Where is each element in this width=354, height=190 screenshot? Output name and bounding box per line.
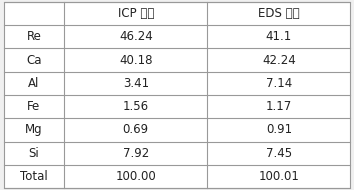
Text: Ca: Ca bbox=[26, 54, 42, 66]
Text: Al: Al bbox=[28, 77, 40, 90]
Text: 40.18: 40.18 bbox=[119, 54, 153, 66]
Text: 42.24: 42.24 bbox=[262, 54, 296, 66]
Text: 0.69: 0.69 bbox=[123, 124, 149, 136]
Text: Re: Re bbox=[27, 30, 41, 43]
Text: 1.17: 1.17 bbox=[266, 100, 292, 113]
Text: Fe: Fe bbox=[27, 100, 40, 113]
Text: ICP 결과: ICP 결과 bbox=[118, 7, 154, 20]
Text: 7.92: 7.92 bbox=[123, 147, 149, 160]
Text: 100.01: 100.01 bbox=[258, 170, 299, 183]
Text: EDS 결과: EDS 결과 bbox=[258, 7, 300, 20]
Text: 7.45: 7.45 bbox=[266, 147, 292, 160]
Text: Mg: Mg bbox=[25, 124, 43, 136]
Text: 3.41: 3.41 bbox=[123, 77, 149, 90]
Text: 41.1: 41.1 bbox=[266, 30, 292, 43]
Text: 100.00: 100.00 bbox=[115, 170, 156, 183]
Text: Si: Si bbox=[29, 147, 39, 160]
Text: 0.91: 0.91 bbox=[266, 124, 292, 136]
Text: 46.24: 46.24 bbox=[119, 30, 153, 43]
Text: 1.56: 1.56 bbox=[123, 100, 149, 113]
Text: Total: Total bbox=[20, 170, 48, 183]
Text: 7.14: 7.14 bbox=[266, 77, 292, 90]
